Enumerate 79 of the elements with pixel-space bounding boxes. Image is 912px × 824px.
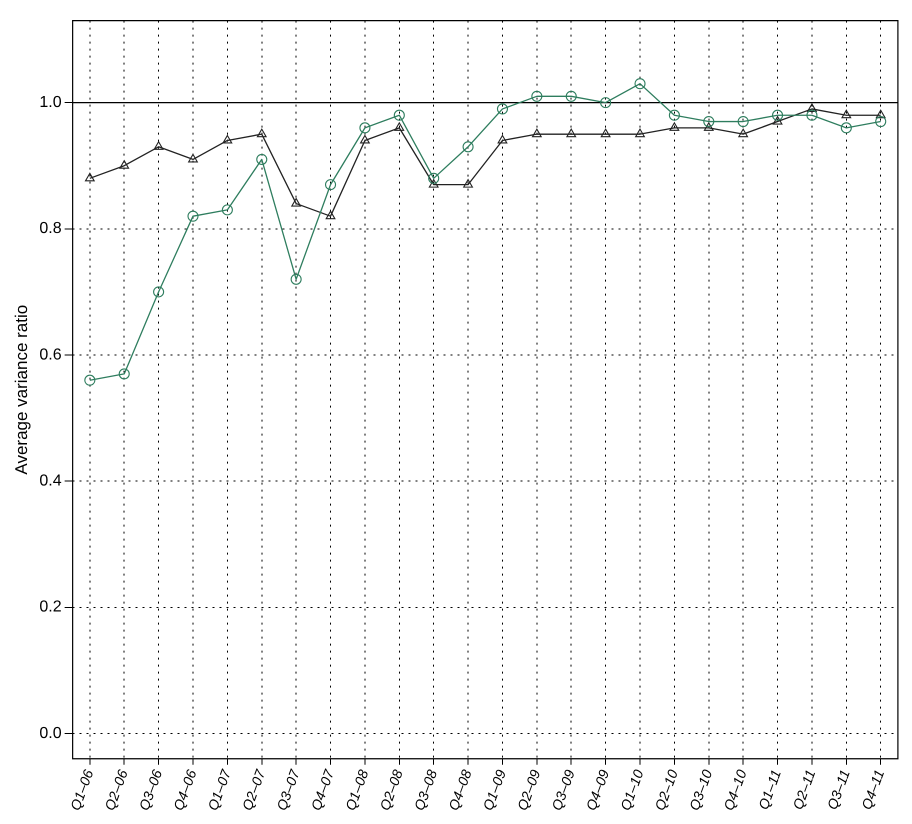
point xyxy=(360,134,370,144)
point xyxy=(290,274,302,285)
point xyxy=(772,116,782,125)
point xyxy=(428,172,440,184)
point xyxy=(807,103,817,112)
y-tick-label: 0.6 xyxy=(39,346,62,364)
y-axis-title: Average variance ratio xyxy=(12,304,31,475)
x-tick-label: Q4–11 xyxy=(858,768,888,812)
x-tick-label: Q4–10 xyxy=(720,767,750,812)
point xyxy=(326,210,336,220)
point xyxy=(256,154,268,165)
point xyxy=(463,179,473,188)
point xyxy=(532,128,542,138)
point xyxy=(394,110,405,121)
point xyxy=(875,116,886,128)
y-tick-label: 0.2 xyxy=(39,598,62,616)
x-tick-label: Q2–07 xyxy=(238,766,269,812)
point xyxy=(359,122,370,134)
point xyxy=(84,374,96,386)
point xyxy=(841,110,852,118)
point xyxy=(806,110,818,121)
point xyxy=(600,97,612,108)
x-tick-label: Q3–06 xyxy=(136,767,166,812)
point xyxy=(394,122,404,131)
x-tick-label: Q1–07 xyxy=(204,766,234,812)
point xyxy=(704,122,714,131)
x-tick-label: Q2–06 xyxy=(101,767,131,812)
point xyxy=(876,110,886,118)
x-tick-label: Q3–11 xyxy=(824,768,853,812)
point xyxy=(222,204,233,216)
x-tick-label: Q3–10 xyxy=(686,767,716,812)
point xyxy=(670,122,680,131)
x-tick-label: Q1–08 xyxy=(342,767,372,812)
x-tick-label: Q2–09 xyxy=(514,767,544,812)
point xyxy=(634,78,646,90)
point xyxy=(188,154,198,162)
point xyxy=(119,160,130,169)
x-tick-label: Q3–07 xyxy=(273,766,304,812)
x-tick-label: Q4–08 xyxy=(445,767,475,812)
point xyxy=(154,141,164,150)
x-tick-label: Q2–08 xyxy=(376,767,406,812)
point xyxy=(324,179,336,190)
y-tick-label: 1.0 xyxy=(39,94,62,112)
x-tick-label: Q3–09 xyxy=(548,767,578,812)
point xyxy=(600,128,610,138)
x-tick-label: Q2–10 xyxy=(651,767,681,812)
x-tick-label: Q1–06 xyxy=(66,767,96,812)
x-tick-label: Q4–09 xyxy=(582,767,612,812)
y-tick-label: 0.0 xyxy=(39,724,62,742)
point xyxy=(566,128,576,138)
point xyxy=(738,116,749,128)
point xyxy=(531,90,542,102)
point xyxy=(153,286,164,298)
y-tick-label: 0.8 xyxy=(39,220,62,238)
y-tick-label: 0.4 xyxy=(39,472,62,490)
point xyxy=(840,122,852,134)
point xyxy=(462,141,474,152)
point xyxy=(291,198,302,207)
point xyxy=(498,134,508,144)
point xyxy=(703,116,714,128)
x-tick-label: Q1–09 xyxy=(480,767,510,812)
point xyxy=(668,110,680,121)
x-tick-label: Q2–11 xyxy=(789,768,818,812)
x-tick-label: Q1–11 xyxy=(754,768,784,812)
x-tick-label: Q4–06 xyxy=(170,767,200,812)
point xyxy=(222,134,232,144)
point xyxy=(187,210,199,222)
point xyxy=(496,103,508,114)
point xyxy=(738,128,748,138)
x-tick-label: Q1–10 xyxy=(617,767,647,812)
point xyxy=(84,172,95,182)
point xyxy=(428,179,439,188)
point xyxy=(635,128,645,138)
point xyxy=(772,110,784,121)
point xyxy=(256,128,267,138)
x-tick-label: Q4–07 xyxy=(308,766,338,812)
point xyxy=(118,368,130,380)
point xyxy=(566,90,577,102)
x-tick-label: Q3–08 xyxy=(410,767,440,812)
